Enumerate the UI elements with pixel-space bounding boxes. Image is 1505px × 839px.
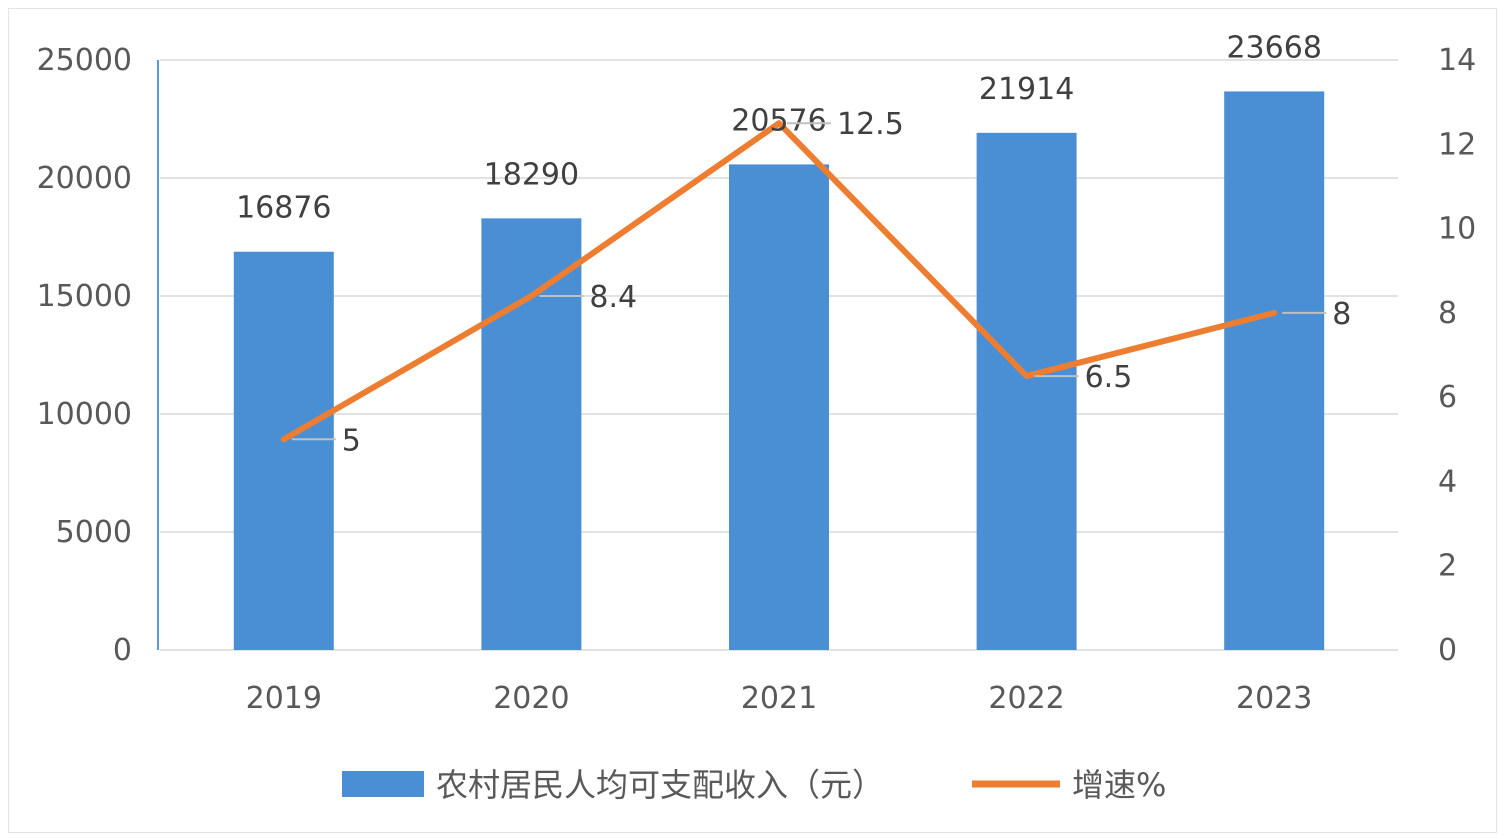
line-data-label: 5 xyxy=(342,423,361,458)
bar xyxy=(729,164,829,650)
right-axis-tick-label: 6 xyxy=(1438,380,1457,415)
x-axis-tick-label: 2019 xyxy=(246,681,322,716)
x-axis-tick-label: 2022 xyxy=(988,681,1064,716)
line-series xyxy=(280,120,1278,443)
left-axis-ticks: 0 5000 10000 15000 20000 25000 xyxy=(37,43,132,668)
x-axis-tick-label: 2020 xyxy=(493,681,569,716)
legend-line-label: 增速% xyxy=(1072,766,1166,804)
right-axis-tick-label: 4 xyxy=(1438,464,1457,499)
x-axis-tick-label: 2021 xyxy=(741,681,817,716)
left-axis-tick-label: 20000 xyxy=(37,161,132,196)
line-data-label: 8 xyxy=(1332,297,1351,332)
right-axis-tick-label: 12 xyxy=(1438,127,1476,162)
left-axis-tick-label: 0 xyxy=(113,633,132,668)
x-axis-ticks: 2019 2020 2021 2022 2023 xyxy=(246,681,1313,716)
left-axis-tick-label: 25000 xyxy=(37,43,132,78)
x-axis-tick-label: 2023 xyxy=(1236,681,1312,716)
line-data-label: 12.5 xyxy=(837,107,904,142)
bar-data-label: 18290 xyxy=(484,157,579,192)
bar-data-labels: 16876 18290 20576 21914 23668 xyxy=(236,30,1322,225)
right-axis-ticks: 0 2 4 6 8 10 12 14 xyxy=(1438,43,1476,668)
left-axis-tick-label: 10000 xyxy=(37,397,132,432)
bar xyxy=(481,218,582,650)
right-axis-tick-label: 8 xyxy=(1438,296,1457,331)
bar xyxy=(1224,91,1325,651)
growth-line xyxy=(280,120,1278,443)
legend: 农村居民人均可支配收入（元） 增速% xyxy=(342,766,1166,804)
bar-data-label: 16876 xyxy=(236,191,331,226)
legend-bar-label: 农村居民人均可支配收入（元） xyxy=(436,766,884,804)
line-data-label: 8.4 xyxy=(589,280,637,315)
bar-series xyxy=(233,91,1325,651)
right-axis-tick-label: 0 xyxy=(1438,633,1457,668)
bar-data-label: 23668 xyxy=(1226,30,1321,65)
bar xyxy=(233,251,334,651)
line-data-label: 6.5 xyxy=(1085,360,1133,395)
bar xyxy=(976,132,1077,651)
legend-bar-swatch xyxy=(342,771,424,797)
bar-data-label: 20576 xyxy=(731,103,826,138)
bar-data-label: 21914 xyxy=(979,72,1074,107)
left-axis-tick-label: 15000 xyxy=(37,279,132,314)
line-data-labels: 5 8.4 12.5 6.5 8 xyxy=(291,107,1351,458)
right-axis-tick-label: 2 xyxy=(1438,549,1457,584)
right-axis-tick-label: 14 xyxy=(1438,43,1476,78)
right-axis-tick-label: 10 xyxy=(1438,212,1476,247)
left-axis-tick-label: 5000 xyxy=(56,515,132,550)
